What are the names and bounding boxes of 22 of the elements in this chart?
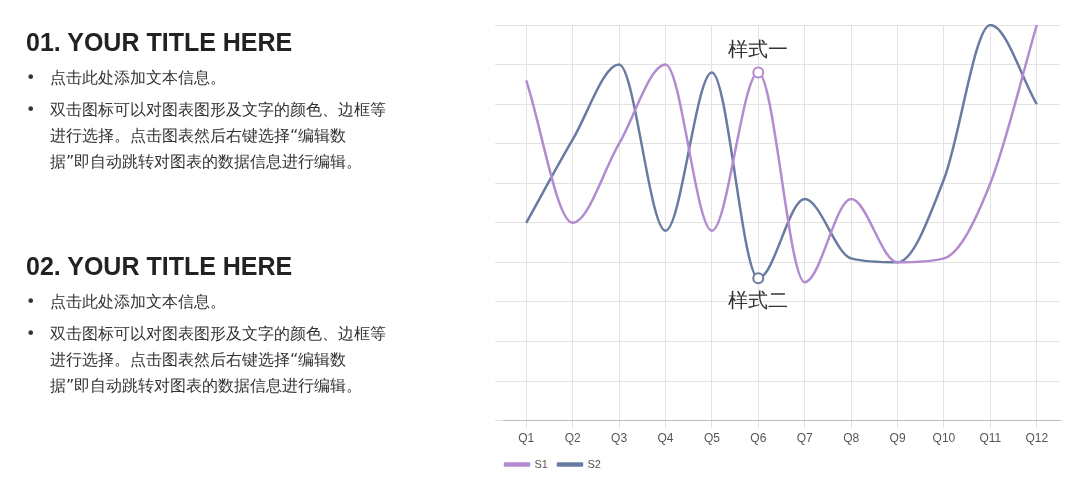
text: • 双击图标可以对图表图形及文字的颜色、边框等进行选择。点击图表然后右键选择“编辑数据”即自动跳转对图表的数据信息进行编辑。 (26, 323, 386, 397)
x-tick-label: Q7 (796, 431, 814, 446)
text: 02. YOUR TITLE HERE (26, 252, 294, 281)
x-tick-label: Q3 (611, 431, 628, 446)
text: 01. YOUR TITLE HERE (26, 28, 294, 57)
x-tick-label: Q11 (979, 431, 1002, 446)
text: • 点击此处添加文本信息。 (26, 67, 226, 89)
text: • 点击此处添加文本信息。 (26, 291, 226, 313)
annotation: 样式一 (728, 36, 789, 61)
annotation: 样式二 (728, 288, 789, 313)
x-tick-label: Q12 (1025, 431, 1049, 446)
x-tick-label: Q6 (750, 431, 767, 446)
x-tick-label: Q2 (564, 431, 581, 446)
legend-label: S1 (534, 457, 548, 470)
legend-label: S2 (587, 457, 601, 470)
x-tick-label: Q9 (889, 431, 906, 446)
x-tick-label: Q8 (843, 431, 860, 446)
text: • 双击图标可以对图表图形及文字的颜色、边框等进行选择。点击图表然后右键选择“编辑数据”即自动跳转对图表的数据信息进行编辑。 (26, 99, 386, 173)
x-tick-label: Q10 (932, 431, 956, 446)
x-tick-label: Q1 (518, 431, 535, 446)
x-tick-label: Q4 (657, 431, 674, 446)
x-tick-label: Q5 (703, 431, 721, 446)
